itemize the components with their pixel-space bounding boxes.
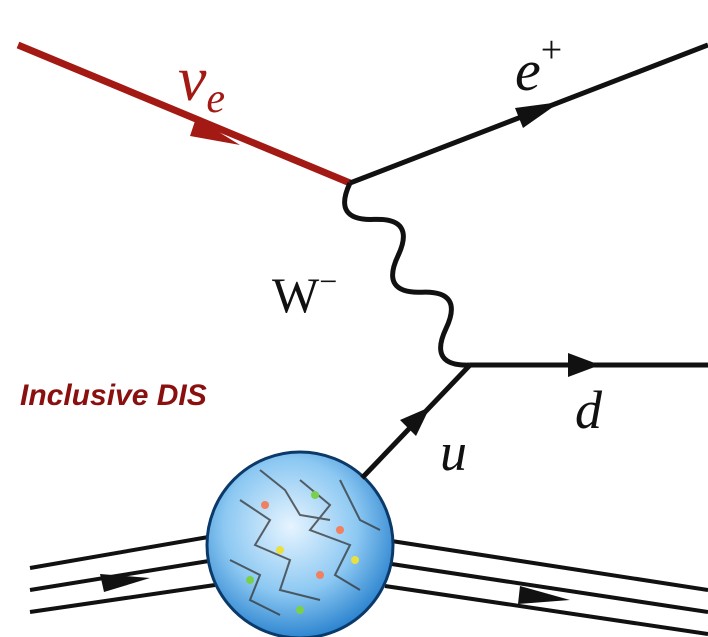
caption: Inclusive DIS [20, 379, 207, 412]
d-label: d [575, 380, 603, 440]
u-label: u [440, 422, 467, 482]
feynman-diagram: νe e+ W− d u Inclusive DIS [0, 0, 708, 637]
